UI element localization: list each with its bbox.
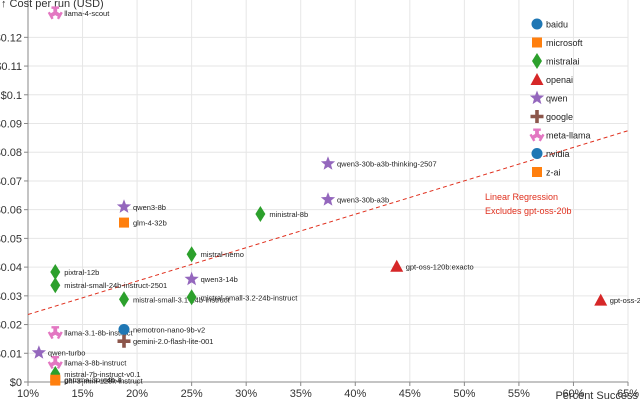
point-label: phi-3-mini-128k-instruct	[64, 377, 143, 386]
legend-label: baidu	[546, 20, 568, 30]
x-tick-label: 25%	[181, 388, 203, 400]
legend: baidu microsoft mistralai openai qwen google m…	[529, 18, 591, 178]
point-marker	[320, 192, 336, 206]
x-tick-label: 40%	[344, 388, 366, 400]
y-tick-label: $0.11	[0, 61, 22, 73]
legend-marker	[529, 90, 545, 105]
y-tick-label: $0.12	[0, 32, 22, 44]
point-label: gpt-oss-120b:exacto	[406, 262, 474, 271]
axis-ticks: 10% 15% 20% 25% 30% 35% 40% 45% 50% 55% 60% 65% $0 $0…	[0, 32, 639, 400]
point-label: qwen3-30b-a3b	[337, 196, 389, 205]
regression-label-line2: Excludes gpt-oss-20b	[485, 206, 572, 216]
point-marker	[50, 263, 61, 280]
point-marker	[47, 6, 63, 20]
y-tick-label: $0.04	[0, 262, 22, 274]
point-label: llama-4-scout	[64, 9, 110, 18]
x-tick-label: 10%	[17, 388, 39, 400]
x-tick-label: 20%	[126, 388, 148, 400]
legend-label: nvidia	[546, 149, 570, 159]
point-marker	[31, 345, 47, 359]
x-tick-label: 60%	[562, 388, 584, 400]
point-marker	[119, 217, 129, 228]
point-label: llama-3.1-8b-instruct	[64, 329, 133, 338]
legend-marker	[529, 128, 545, 142]
point-label: pixtral-12b	[64, 268, 99, 277]
x-tick-label: 15%	[72, 388, 94, 400]
point-label: mistral-7b-instruct-v0.1	[64, 370, 140, 379]
x-tick-label: 50%	[453, 388, 475, 400]
point-marker	[47, 326, 63, 340]
legend-marker	[530, 73, 544, 85]
y-tick-label: $0.09	[0, 119, 22, 131]
point-marker	[50, 277, 61, 294]
point-label: mistral-small-3.1-24b-instruct	[133, 295, 231, 304]
point-label: ministral-8b	[269, 210, 308, 219]
x-tick-label: 45%	[399, 388, 421, 400]
y-tick-label: $0.06	[0, 205, 22, 217]
y-tick-label: $0.03	[0, 291, 22, 303]
legend-marker	[531, 148, 543, 159]
data-points: llama-4-scout qwen3-30b-a3b-thinking-2507…	[31, 6, 640, 386]
point-label: qwen3-30b-a3b-thinking-2507	[337, 160, 437, 169]
y-tick-label: $0.1	[1, 90, 22, 102]
x-tick-label: 35%	[290, 388, 312, 400]
point-marker	[118, 323, 130, 335]
x-tick-label: 55%	[508, 388, 530, 400]
y-tick-label: $0.01	[0, 348, 22, 360]
point-marker	[184, 271, 199, 286]
legend-marker	[532, 37, 542, 48]
point-marker	[117, 334, 131, 348]
point-label: nemotron-nano-9b-v2	[133, 325, 205, 334]
point-marker	[116, 199, 132, 213]
y-tick-label: $0.05	[0, 233, 22, 245]
y-tick-label: $0.08	[0, 147, 22, 159]
legend-marker	[530, 110, 544, 123]
point-marker	[255, 205, 266, 222]
legend-label: google	[546, 112, 573, 122]
legend-label: z-ai	[546, 168, 561, 178]
point-marker	[186, 246, 197, 263]
legend-label: mistralai	[546, 57, 580, 67]
legend-label: qwen	[546, 94, 568, 104]
point-label: gemini-2.0-flash-lite-001	[133, 337, 213, 346]
point-label: mistral-nemo	[201, 250, 244, 259]
legend-marker	[532, 53, 542, 69]
point-label: gemma-3n-e4b-it	[64, 376, 122, 385]
point-label: mistral-small-3.2-24b-instruct	[201, 293, 299, 302]
point-label: qwen-turbo	[48, 349, 86, 358]
point-marker	[186, 289, 197, 306]
point-label: qwen3-14b	[201, 275, 238, 284]
point-label: glm-4-32b	[133, 219, 167, 228]
regression-label-line1: Linear Regression	[485, 192, 558, 202]
point-marker	[594, 293, 608, 306]
point-marker	[50, 374, 61, 385]
y-tick-label: $0.07	[0, 176, 22, 188]
legend-marker	[532, 167, 542, 177]
point-marker	[47, 355, 63, 370]
legend-label: meta-llama	[546, 131, 591, 141]
point-marker	[320, 156, 336, 170]
point-marker	[390, 259, 404, 272]
point-label: qwen3-8b	[133, 203, 166, 212]
y-tick-label: $0	[10, 377, 22, 389]
y-axis-title: ↑ Cost per run (USD)	[1, 0, 104, 10]
x-axis-title: Percent Success	[555, 390, 638, 400]
x-tick-label: 65%	[617, 388, 639, 400]
legend-label: microsoft	[546, 38, 583, 48]
x-tick-label: 30%	[235, 388, 257, 400]
y-tick-label: $0.02	[0, 320, 22, 332]
point-label: llama-3-8b-instruct	[64, 358, 127, 367]
legend-marker	[531, 18, 543, 30]
point-marker	[119, 291, 129, 308]
point-label: mistral-small-24b-instruct-2501	[64, 281, 167, 290]
legend-label: openai	[546, 75, 573, 85]
point-label: gpt-oss-20b	[610, 296, 640, 305]
